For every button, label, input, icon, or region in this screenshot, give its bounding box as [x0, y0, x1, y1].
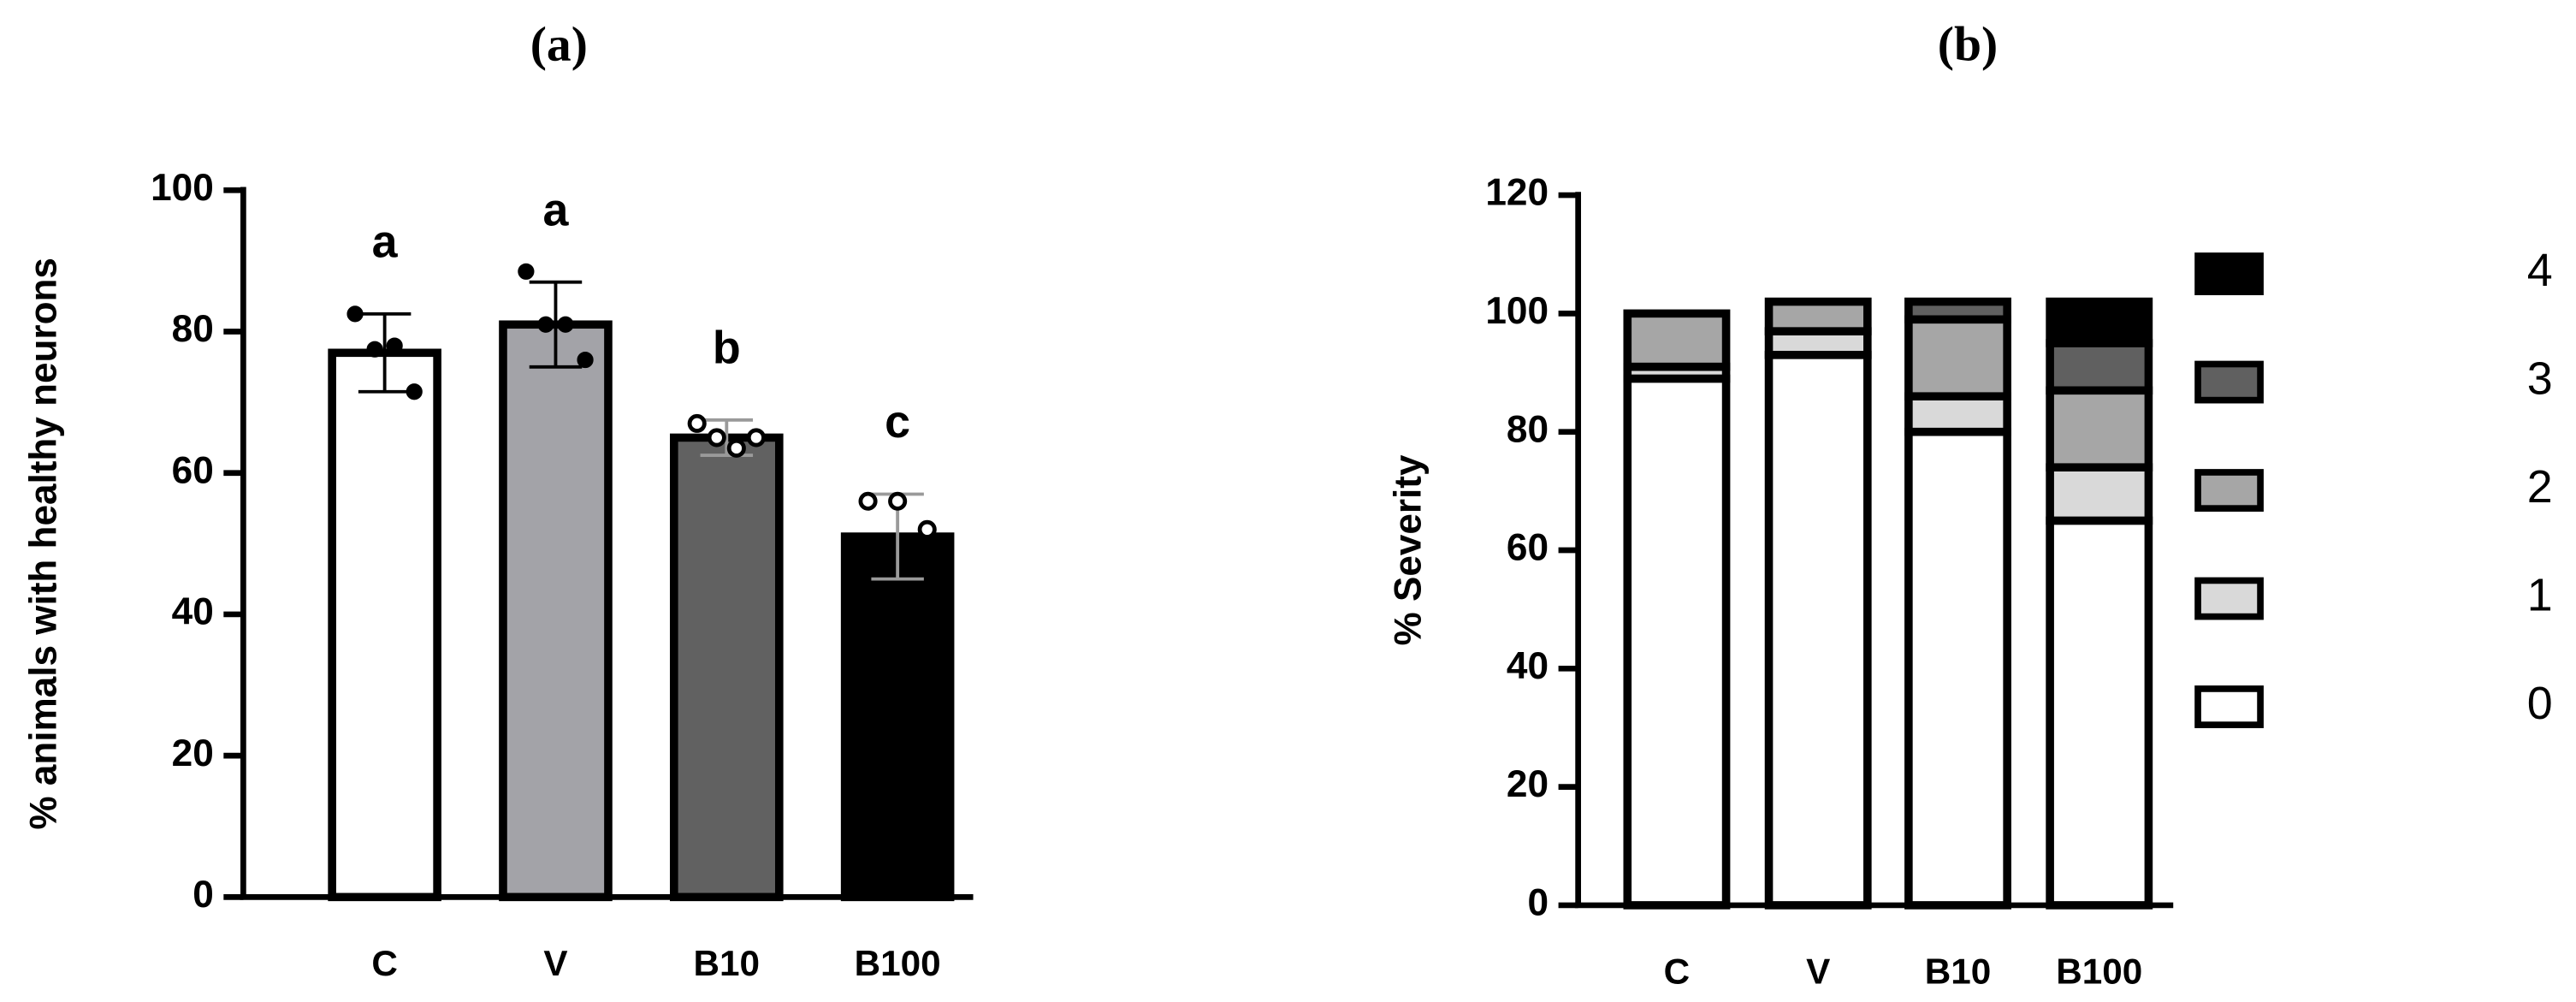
data-point [557, 316, 574, 333]
y-tick-label: 80 [172, 308, 214, 350]
legend-label: 4 [2527, 245, 2553, 296]
y-axis-label: % animals with healthy neurons [22, 258, 64, 830]
data-point [746, 428, 766, 448]
bar-segment [1904, 297, 2011, 324]
data-point [366, 341, 383, 358]
bar-segment [2046, 516, 2153, 910]
chart-title: (a) [530, 18, 588, 72]
data-point [687, 413, 707, 433]
bar-segment [1904, 427, 2011, 910]
bar-segment [1904, 392, 2011, 436]
bar-segment [1623, 309, 1731, 371]
bar-segment [2046, 386, 2153, 471]
x-tick-label: V [1806, 952, 1830, 992]
data-point [577, 351, 594, 369]
data-point [726, 438, 746, 458]
y-axis-label: % Severity [1387, 454, 1429, 645]
y-tick-label: 20 [1507, 763, 1549, 805]
x-tick-label: C [1664, 952, 1691, 992]
legend-swatch [2194, 469, 2264, 512]
x-tick-label: C [371, 943, 398, 983]
data-point [537, 316, 554, 333]
data-point [346, 305, 364, 323]
x-tick-label: B100 [855, 943, 941, 983]
y-tick-label: 40 [172, 591, 214, 633]
legend-label: 1 [2527, 570, 2553, 621]
y-tick-label: 60 [1507, 527, 1549, 569]
legend-label: 2 [2527, 461, 2553, 513]
y-tick-label: 0 [1527, 882, 1549, 924]
bar [328, 348, 441, 902]
x-tick-label: B10 [694, 943, 761, 983]
data-point [518, 263, 535, 280]
legend-swatch [2194, 252, 2264, 295]
x-tick-label: B100 [2056, 952, 2142, 992]
significance-letter: a [543, 184, 570, 235]
bar-segment [1904, 315, 2011, 400]
significance-letter: c [885, 396, 910, 448]
data-point [917, 519, 937, 539]
bar [670, 433, 784, 902]
y-tick-label: 80 [1507, 408, 1549, 450]
bar-segment [1764, 297, 1872, 335]
x-tick-label: B10 [1925, 952, 1992, 992]
significance-letter: b [713, 323, 741, 374]
y-tick-label: 100 [1485, 290, 1549, 332]
bar-segment [2046, 463, 2153, 525]
data-point [386, 337, 403, 354]
y-tick-label: 100 [151, 167, 214, 209]
chart-title: (b) [1938, 18, 1998, 72]
y-tick-label: 60 [172, 449, 214, 491]
bar-segment [2046, 297, 2153, 347]
significance-letter: a [372, 216, 399, 268]
y-tick-label: 0 [192, 874, 214, 916]
y-tick-label: 20 [172, 732, 214, 774]
data-point [406, 383, 423, 400]
legend-swatch [2194, 577, 2264, 620]
y-tick-label: 120 [1485, 172, 1549, 214]
legend-label: 0 [2527, 678, 2553, 729]
bar [499, 320, 613, 902]
bar-segment [1623, 374, 1731, 910]
legend-label: 3 [2527, 353, 2553, 405]
data-point [707, 428, 726, 448]
y-tick-label: 40 [1507, 645, 1549, 687]
bar-segment [1764, 350, 1872, 910]
data-point [888, 491, 908, 511]
data-point [858, 491, 878, 511]
bar [840, 532, 955, 902]
legend-swatch [2194, 685, 2264, 728]
bar-segment [2046, 339, 2153, 395]
legend-swatch [2194, 360, 2264, 404]
x-tick-label: V [543, 943, 567, 983]
